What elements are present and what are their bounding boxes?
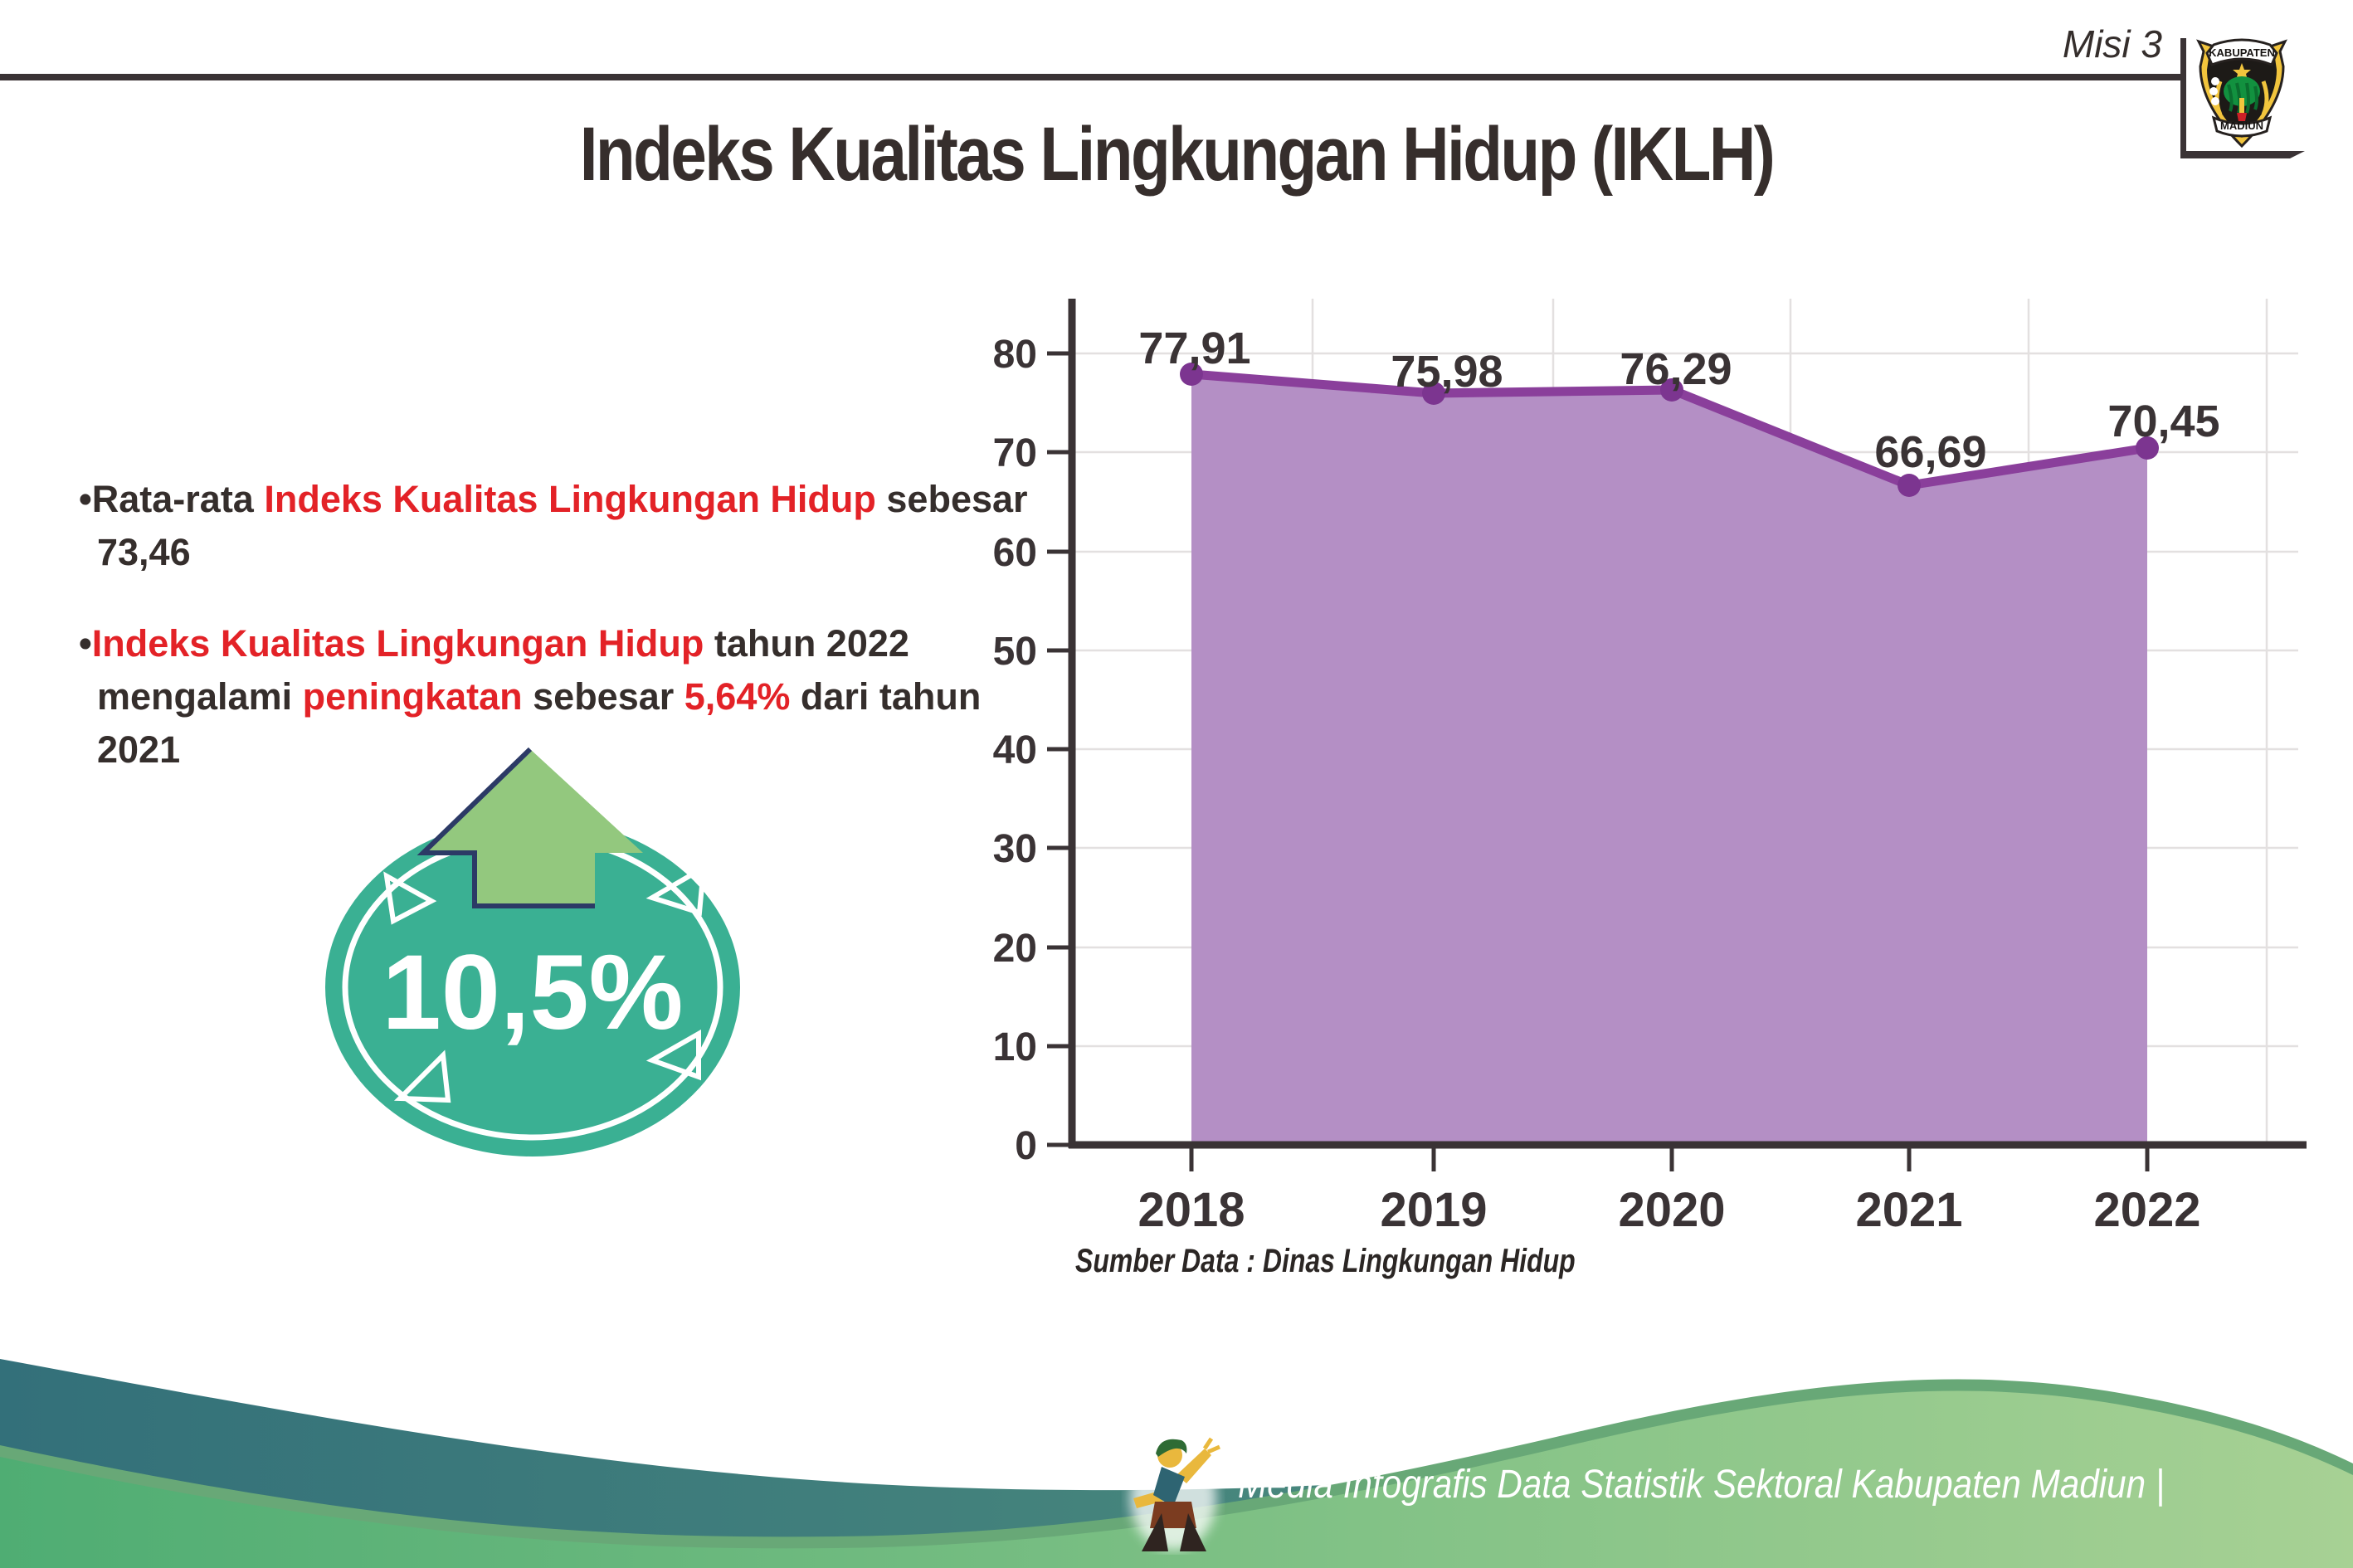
y-tick-label: 80 bbox=[993, 333, 1037, 377]
sparkle-triangle-ne bbox=[645, 863, 707, 916]
data-labels: 77,91 75,98 76,29 66,69 70,45 bbox=[1138, 324, 2219, 477]
x-tick-label: 2020 bbox=[1618, 1183, 1725, 1237]
bullet2-percentage: 5,64% bbox=[684, 674, 791, 718]
kabupaten-madiun-crest-icon: KABUPATEN MADIUN bbox=[2196, 38, 2287, 149]
page-title: Indeks Kualitas Lingkungan Hidup (IKLH) bbox=[579, 112, 1776, 197]
data-label: 75,98 bbox=[1391, 347, 1503, 397]
iklh-area-chart: 80 70 60 50 40 30 20 10 0 2018 2019 2020… bbox=[993, 299, 2307, 1237]
x-tick-label: 2021 bbox=[1855, 1183, 1962, 1237]
sparkle-triangle-nw bbox=[383, 871, 437, 925]
y-tick-label: 0 bbox=[1015, 1124, 1037, 1168]
crest-bottom-text: MADIUN bbox=[2220, 119, 2263, 132]
footer-wave-decoration bbox=[0, 1359, 2353, 1568]
summary-bullets: •Rata-rata Indeks Kualitas Lingkungan Hi… bbox=[79, 473, 1045, 814]
data-point-markers bbox=[1180, 363, 2159, 497]
increase-badge: 10,5% bbox=[325, 747, 740, 1157]
area-fill bbox=[1191, 374, 2147, 1145]
y-tick-label: 50 bbox=[993, 630, 1037, 674]
x-tick-label: 2022 bbox=[2093, 1183, 2200, 1237]
header-divider bbox=[0, 74, 2182, 80]
logo-frame-vertical bbox=[2180, 38, 2186, 158]
y-axis-labels: 80 70 60 50 40 30 20 10 0 bbox=[993, 333, 1037, 1168]
mission-label: Misi 3 bbox=[2062, 22, 2162, 66]
logo-frame-horizontal bbox=[2180, 151, 2305, 158]
x-tick-label: 2019 bbox=[1380, 1183, 1487, 1237]
data-label: 77,91 bbox=[1138, 324, 1250, 373]
footer-credit: Media Infografis Data Statistik Sektoral… bbox=[1238, 1463, 2165, 1507]
green-wave bbox=[0, 1390, 2353, 1568]
x-tick-label: 2018 bbox=[1138, 1183, 1245, 1237]
bullet2-text3: dari tahun 2021 bbox=[97, 674, 982, 771]
data-label: 70,45 bbox=[2107, 397, 2219, 446]
dancer-mascot-icon bbox=[1130, 1437, 1220, 1551]
bullet2-text1: tahun 2022 mengalami bbox=[97, 621, 909, 718]
y-tick-label: 30 bbox=[993, 827, 1037, 871]
bullet-dot: • bbox=[79, 478, 92, 520]
bullet2-highlight1: Indeks Kualitas Lingkungan Hidup bbox=[91, 621, 704, 665]
bullet2-text2: sebesar bbox=[522, 674, 684, 718]
bullet1-value: sebesar 73,46 bbox=[97, 478, 1028, 573]
bullet1-highlight: Indeks Kualitas Lingkungan Hidup bbox=[264, 478, 876, 520]
badge-value: 10,5% bbox=[382, 933, 684, 1052]
sparkle-triangle-sw bbox=[393, 1049, 451, 1103]
up-arrow-icon bbox=[423, 749, 643, 906]
data-source-caption: Sumber Data : Dinas Lingkungan Hidup bbox=[1075, 1243, 1576, 1279]
bullet-iklh-increase: •Indeks Kualitas Lingkungan Hidup tahun … bbox=[79, 617, 1045, 777]
y-tick-label: 20 bbox=[993, 927, 1037, 971]
up-arrow-outline bbox=[417, 747, 595, 908]
bullet-average-iklh: •Rata-rata Indeks Kualitas Lingkungan Hi… bbox=[79, 473, 1045, 579]
bullet-dot: • bbox=[79, 621, 92, 665]
x-tick-marks bbox=[1189, 1148, 2150, 1171]
data-label: 66,69 bbox=[1874, 427, 1986, 477]
bullet1-text: Rata-rata bbox=[91, 478, 265, 520]
y-tick-marks bbox=[1047, 351, 1072, 1147]
y-tick-label: 10 bbox=[993, 1025, 1037, 1069]
x-axis-labels: 2018 2019 2020 2021 2022 bbox=[1138, 1183, 2200, 1237]
y-tick-label: 60 bbox=[993, 531, 1037, 575]
sparkle-triangle-se bbox=[645, 1029, 701, 1081]
bullet2-highlight2: peningkatan bbox=[302, 674, 523, 718]
crest-top-text: KABUPATEN bbox=[2209, 46, 2275, 59]
y-tick-label: 70 bbox=[993, 431, 1037, 475]
data-label: 76,29 bbox=[1620, 344, 1732, 394]
y-tick-label: 40 bbox=[993, 728, 1037, 772]
